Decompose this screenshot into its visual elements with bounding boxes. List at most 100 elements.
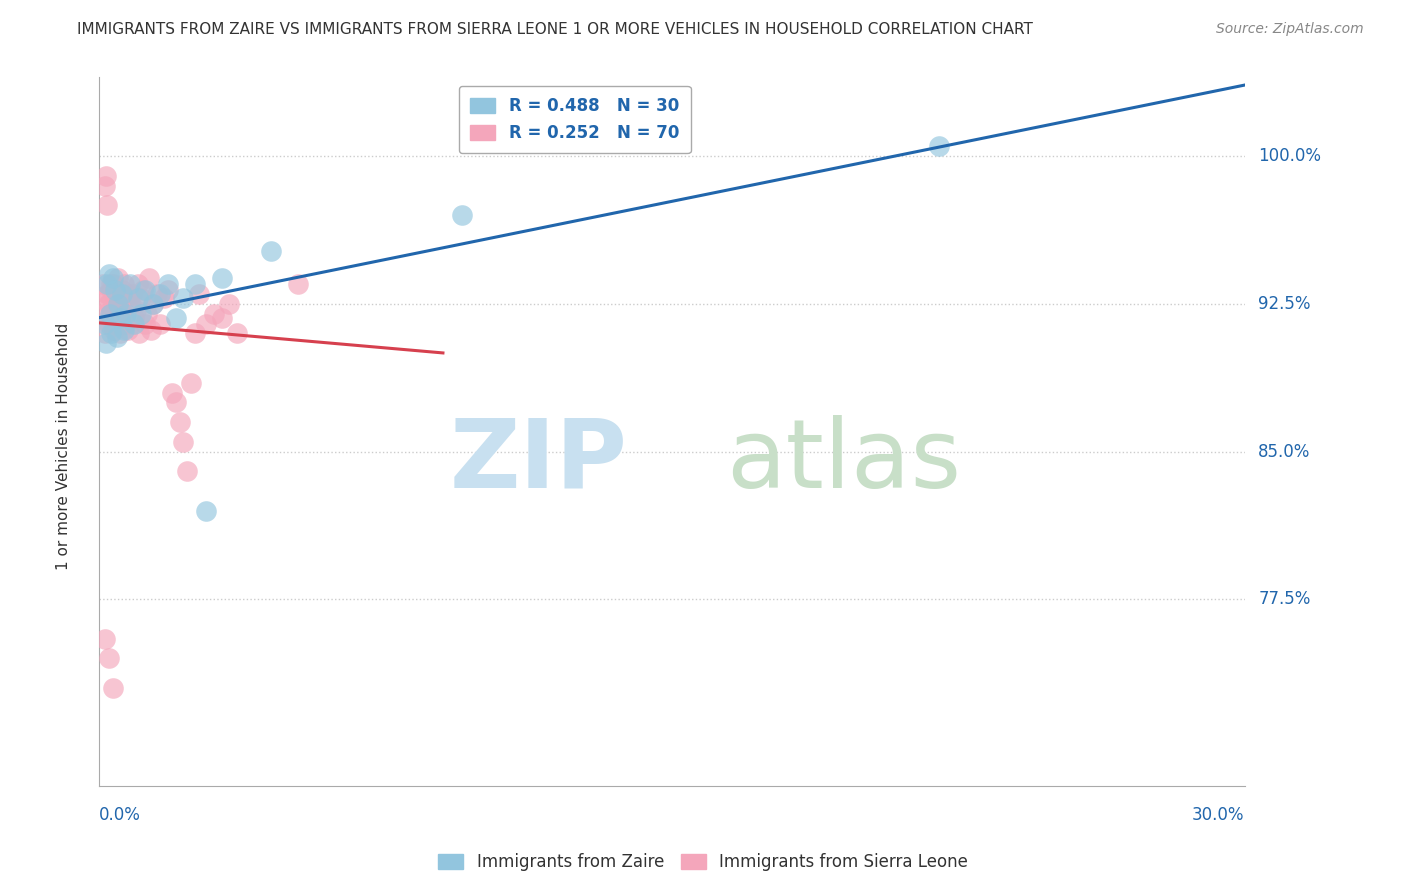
Point xyxy=(928,139,950,153)
Point xyxy=(110,283,132,297)
Text: 92.5%: 92.5% xyxy=(1258,295,1310,313)
Point xyxy=(202,307,225,321)
Point xyxy=(187,287,209,301)
Point xyxy=(96,277,118,292)
Point xyxy=(132,283,155,297)
Point xyxy=(112,322,135,336)
Point xyxy=(115,291,138,305)
Point xyxy=(117,322,139,336)
Point xyxy=(128,326,150,341)
Point xyxy=(127,277,149,292)
Point xyxy=(110,297,132,311)
Point xyxy=(112,277,135,292)
Point xyxy=(93,307,115,321)
Point xyxy=(104,287,127,301)
Point xyxy=(101,307,124,321)
Point xyxy=(112,307,135,321)
Point xyxy=(107,302,129,317)
Point xyxy=(211,271,233,285)
Point xyxy=(184,277,207,292)
Legend: R = 0.488   N = 30, R = 0.252   N = 70: R = 0.488 N = 30, R = 0.252 N = 70 xyxy=(458,86,690,153)
Point xyxy=(97,297,120,311)
Point xyxy=(101,681,124,695)
Point xyxy=(122,310,145,325)
Point xyxy=(100,277,122,292)
Point xyxy=(94,169,117,183)
Point xyxy=(97,651,120,665)
Point xyxy=(97,287,120,301)
Point xyxy=(160,385,183,400)
Point xyxy=(100,326,122,341)
Point xyxy=(110,310,132,325)
Point xyxy=(118,277,141,292)
Point xyxy=(169,415,191,429)
Point xyxy=(100,283,122,297)
Point xyxy=(104,291,127,305)
Point xyxy=(218,297,240,311)
Point xyxy=(121,287,143,301)
Point xyxy=(115,287,138,301)
Text: 77.5%: 77.5% xyxy=(1258,591,1310,608)
Point xyxy=(101,310,124,325)
Point xyxy=(287,277,309,292)
Point xyxy=(136,307,159,321)
Text: 100.0%: 100.0% xyxy=(1258,147,1322,165)
Point xyxy=(451,208,474,222)
Point xyxy=(127,291,149,305)
Point xyxy=(96,336,118,351)
Point xyxy=(195,317,218,331)
Point xyxy=(180,376,202,390)
Point xyxy=(98,310,121,325)
Text: 0.0%: 0.0% xyxy=(100,806,141,824)
Point xyxy=(139,322,162,336)
Point xyxy=(96,287,118,301)
Point xyxy=(94,317,117,331)
Text: 1 or more Vehicles in Household: 1 or more Vehicles in Household xyxy=(56,322,70,570)
Point xyxy=(138,271,160,285)
Point xyxy=(172,291,194,305)
Point xyxy=(98,307,121,321)
Legend: Immigrants from Zaire, Immigrants from Sierra Leone: Immigrants from Zaire, Immigrants from S… xyxy=(430,845,976,880)
Text: atlas: atlas xyxy=(727,415,962,508)
Text: 30.0%: 30.0% xyxy=(1192,806,1244,824)
Point xyxy=(111,310,134,325)
Point xyxy=(94,178,117,193)
Point xyxy=(157,283,180,297)
Point xyxy=(114,317,136,331)
Point xyxy=(172,434,194,449)
Point xyxy=(225,326,247,341)
Point xyxy=(153,291,176,305)
Point xyxy=(145,287,167,301)
Point xyxy=(142,297,165,311)
Point xyxy=(165,310,187,325)
Point xyxy=(94,326,117,341)
Point xyxy=(107,297,129,311)
Point xyxy=(165,395,187,409)
Point xyxy=(97,297,120,311)
Point xyxy=(115,307,138,321)
Point xyxy=(149,317,172,331)
Point xyxy=(142,297,165,311)
Point xyxy=(105,317,128,331)
Point xyxy=(211,310,233,325)
Point xyxy=(195,504,218,518)
Point xyxy=(101,271,124,285)
Point xyxy=(111,287,134,301)
Text: ZIP: ZIP xyxy=(450,415,627,508)
Point xyxy=(107,271,129,285)
Point xyxy=(157,277,180,292)
Point xyxy=(94,632,117,646)
Point xyxy=(105,287,128,301)
Point xyxy=(105,330,128,344)
Point xyxy=(184,326,207,341)
Point xyxy=(98,307,121,321)
Text: Source: ZipAtlas.com: Source: ZipAtlas.com xyxy=(1216,22,1364,37)
Text: 85.0%: 85.0% xyxy=(1258,442,1310,460)
Point xyxy=(134,317,156,331)
Point xyxy=(104,283,127,297)
Point xyxy=(124,302,146,317)
Point xyxy=(131,291,153,305)
Point xyxy=(104,302,127,317)
Point xyxy=(260,244,283,258)
Point xyxy=(122,317,145,331)
